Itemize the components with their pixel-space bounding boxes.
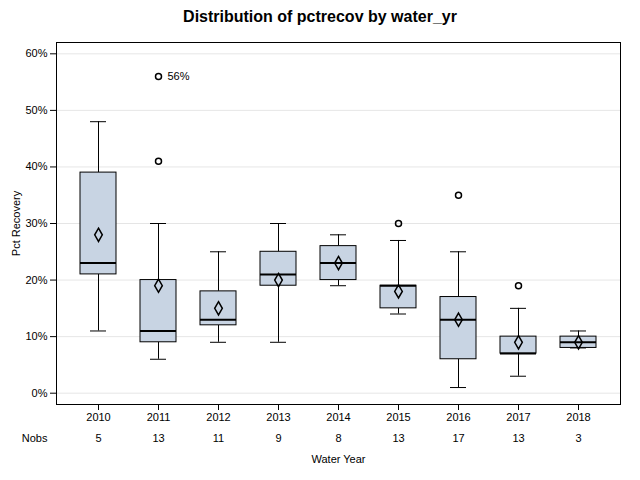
svg-text:2011: 2011 [147,411,171,423]
svg-text:13: 13 [392,432,404,444]
svg-text:10%: 10% [25,330,47,342]
svg-text:11: 11 [213,432,224,444]
svg-text:2015: 2015 [386,411,410,423]
svg-text:Pct Recovery: Pct Recovery [10,190,22,256]
svg-text:2016: 2016 [446,411,470,423]
svg-text:2014: 2014 [326,411,350,423]
svg-text:50%: 50% [25,104,47,116]
svg-text:2013: 2013 [266,411,290,423]
svg-text:2017: 2017 [506,411,530,423]
svg-text:9: 9 [275,432,281,444]
svg-text:8: 8 [335,432,341,444]
svg-text:0%: 0% [32,387,48,399]
svg-text:17: 17 [452,432,464,444]
svg-text:5: 5 [95,432,101,444]
svg-text:56%: 56% [168,70,190,82]
svg-text:2010: 2010 [86,411,110,423]
svg-text:20%: 20% [25,274,47,286]
svg-text:13: 13 [512,432,524,444]
svg-text:Water Year: Water Year [311,453,365,465]
html-text:Distribution of pctrecov by wa: Distribution of pctrecov by water_yr [183,8,457,25]
svg-text:40%: 40% [25,160,47,172]
svg-text:60%: 60% [25,47,47,59]
svg-text:2018: 2018 [566,411,590,423]
svg-text:13: 13 [152,432,164,444]
svg-text:3: 3 [575,432,581,444]
svg-text:30%: 30% [25,217,47,229]
svg-text:Nobs: Nobs [22,432,48,444]
svg-text:2012: 2012 [206,411,230,423]
